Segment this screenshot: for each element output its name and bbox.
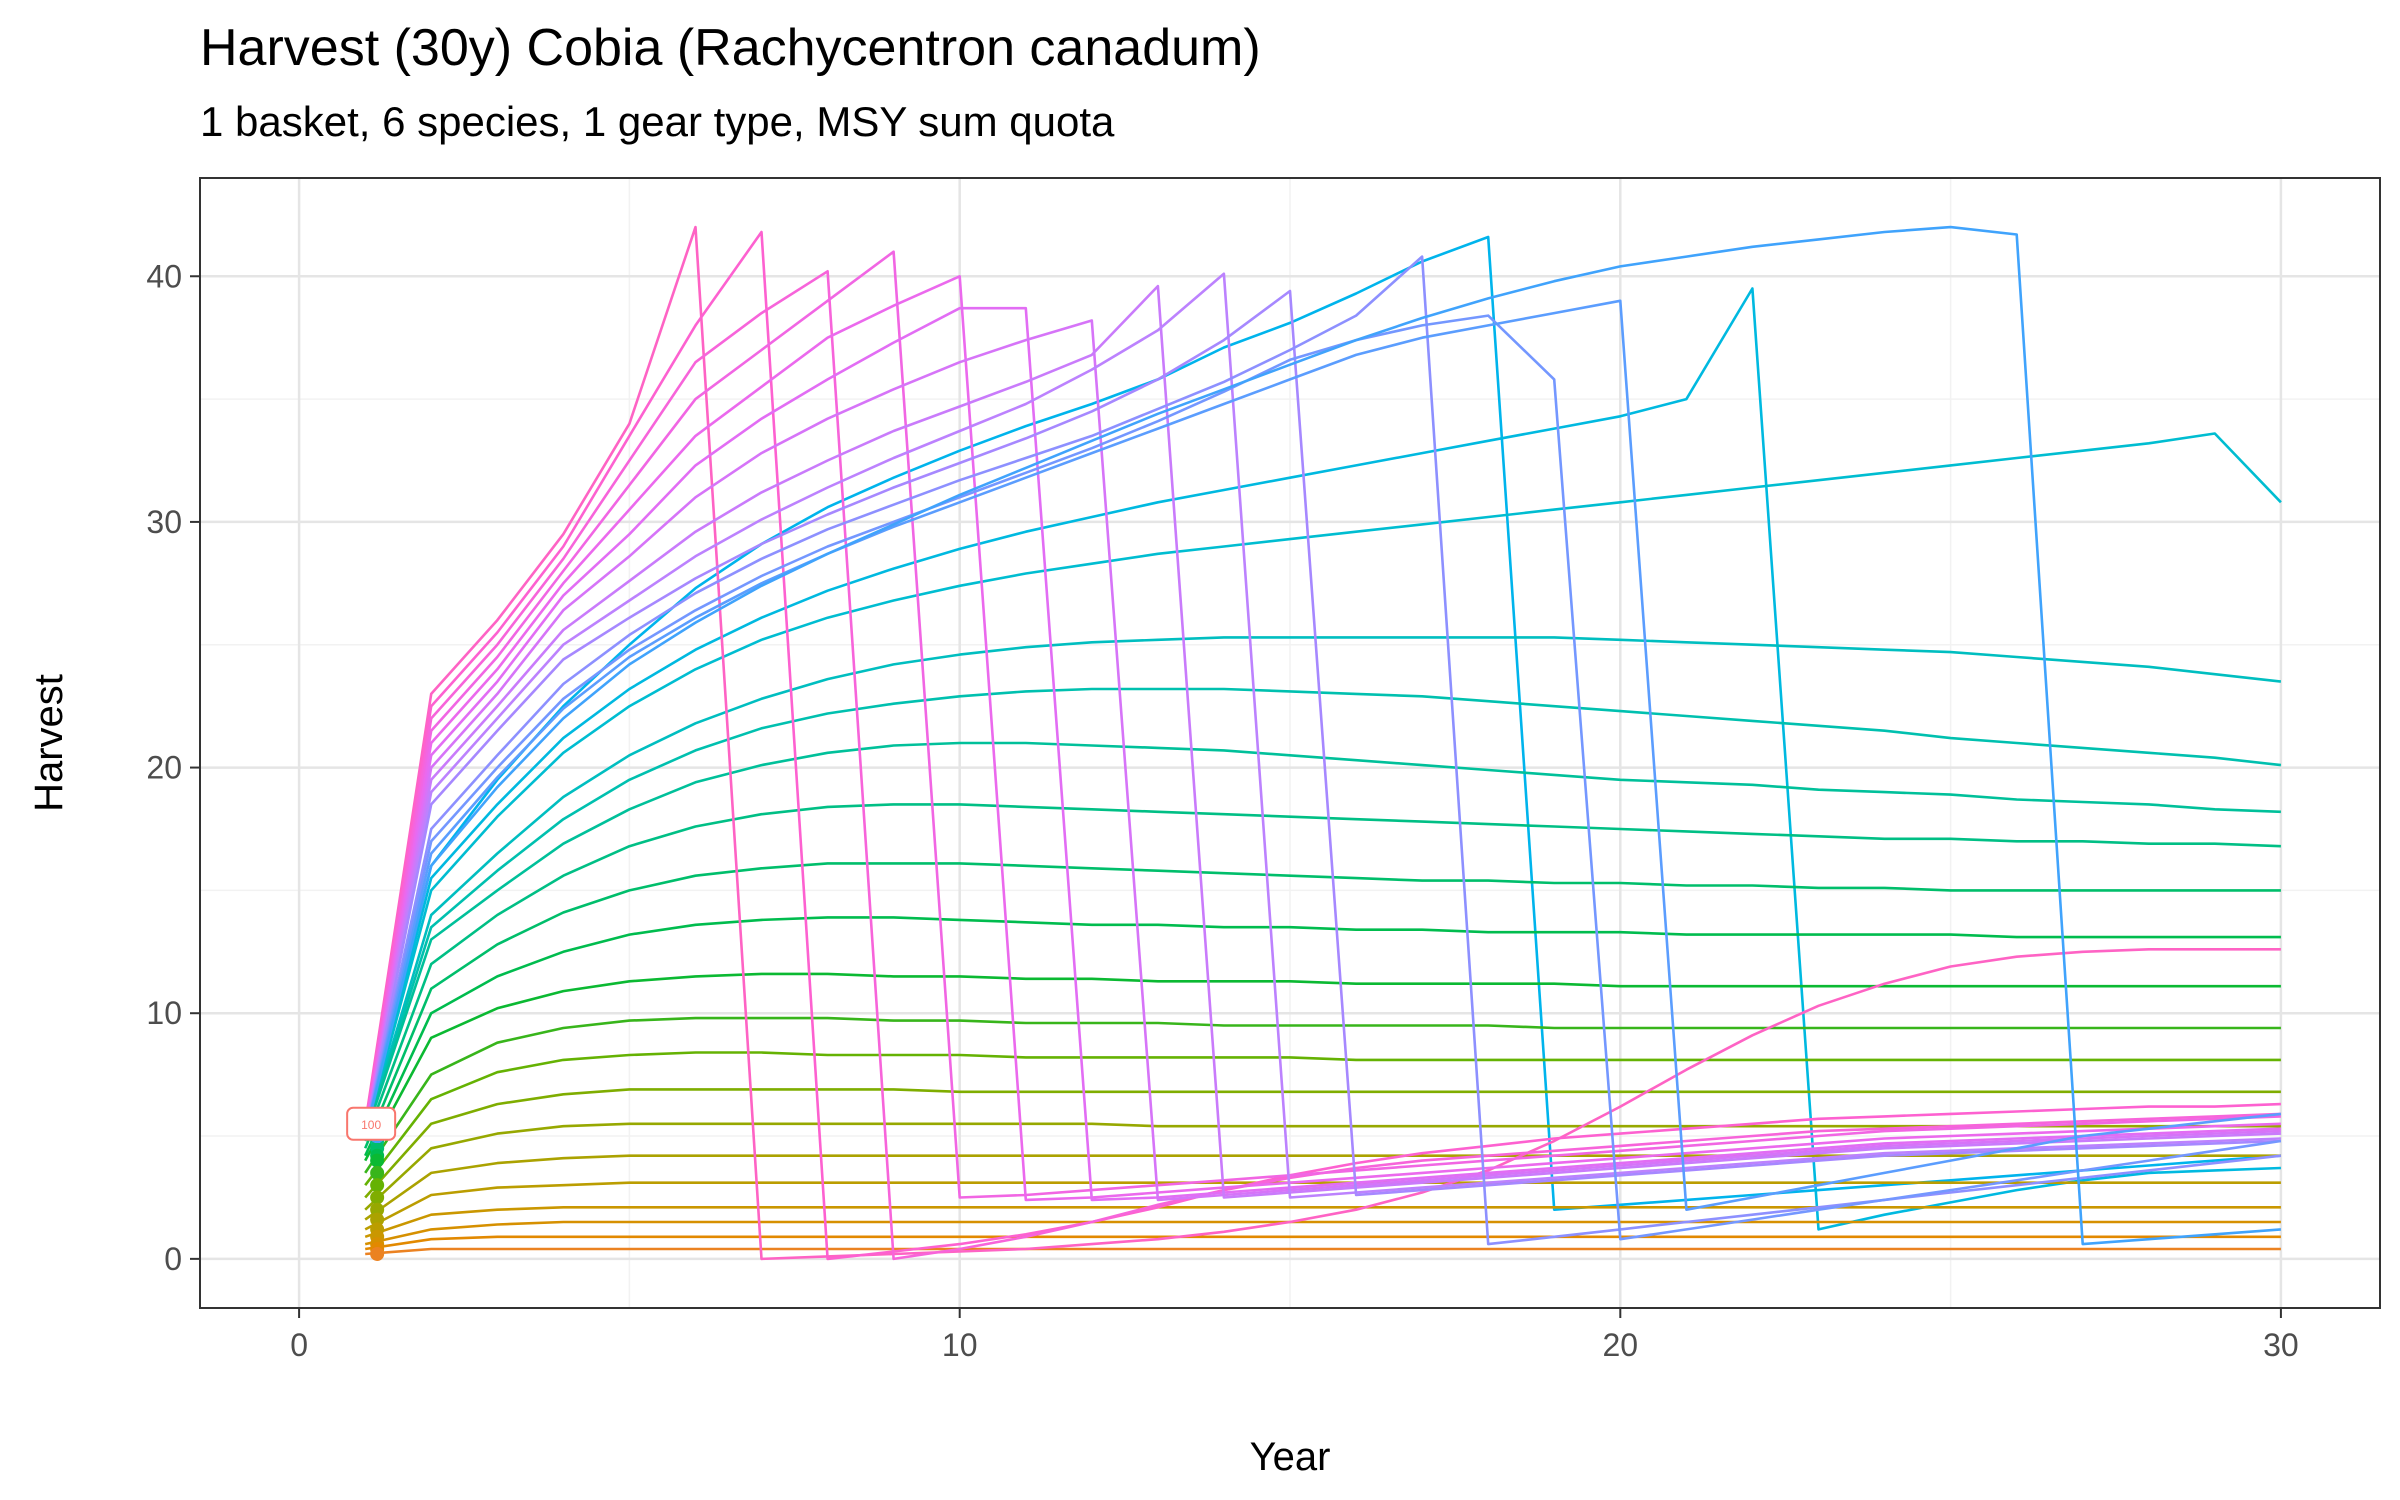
series-line (363, 306, 2281, 1202)
x-axis-title: Year (1250, 1435, 1331, 1479)
series-line (363, 250, 2281, 1199)
marker-label-box (346, 1106, 397, 1141)
y-tick-label: 0 (164, 1241, 182, 1277)
series-line (363, 287, 2281, 1231)
series-line (363, 289, 2281, 1197)
y-tick-label: 10 (146, 995, 182, 1031)
series-line (363, 230, 2281, 1261)
series-lines (363, 225, 2282, 1261)
y-axis-title: Harvest (27, 674, 71, 812)
series-line (363, 687, 2282, 1137)
series-line (363, 319, 2281, 1202)
x-tick-label: 10 (942, 1327, 978, 1363)
series-line (363, 274, 2281, 1202)
series-start-point (370, 1202, 385, 1217)
series-line (363, 272, 2281, 1199)
series-line (363, 636, 2282, 1137)
chart-subtitle: 1 basket, 6 species, 1 gear type, MSY su… (200, 98, 1115, 145)
series-line (363, 284, 2281, 1199)
series-start-point (370, 1165, 385, 1180)
series-start-point (370, 1190, 385, 1205)
series-start-point (370, 1212, 385, 1227)
marker-label-text: 100 (361, 1118, 381, 1132)
series-line (363, 225, 2281, 1246)
series-line (365, 1235, 2281, 1251)
x-tick-label: 30 (2263, 1327, 2299, 1363)
series-line (363, 235, 2281, 1211)
y-tick-label: 20 (146, 750, 182, 786)
series-line (363, 862, 2281, 1149)
series-line (363, 803, 2281, 1142)
y-tick-label: 30 (146, 504, 182, 540)
series-line (363, 314, 2282, 1241)
series-line (363, 432, 2282, 1137)
series-start-point (370, 1153, 385, 1168)
axis-ticks: 0 10 20 30 0 10 20 30 40 (146, 258, 2298, 1363)
series-line (364, 972, 2281, 1162)
series-line (365, 1247, 2281, 1256)
series-line (364, 1220, 2281, 1246)
series-line (364, 1154, 2281, 1221)
series-line (364, 1051, 2281, 1186)
series-line (363, 741, 2281, 1137)
series-line (363, 299, 2282, 1211)
marker-layer: 100 (346, 1106, 397, 1261)
series-line (364, 916, 2281, 1157)
series-line (363, 255, 2282, 1246)
x-tick-label: 0 (290, 1327, 308, 1363)
x-tick-label: 20 (1603, 1327, 1639, 1363)
series-line (364, 1016, 2281, 1174)
chart-title: Harvest (30y) Cobia (Rachycentron canadu… (200, 19, 1261, 77)
panel-border (199, 177, 2381, 1309)
series-start-point (370, 1246, 385, 1261)
series-line (363, 225, 2281, 1261)
series-line (364, 1088, 2281, 1199)
series-start-point (370, 1178, 385, 1193)
series-line (364, 1206, 2281, 1239)
series-line (363, 269, 2281, 1261)
y-tick-label: 40 (146, 258, 182, 294)
series-line (364, 1181, 2281, 1231)
